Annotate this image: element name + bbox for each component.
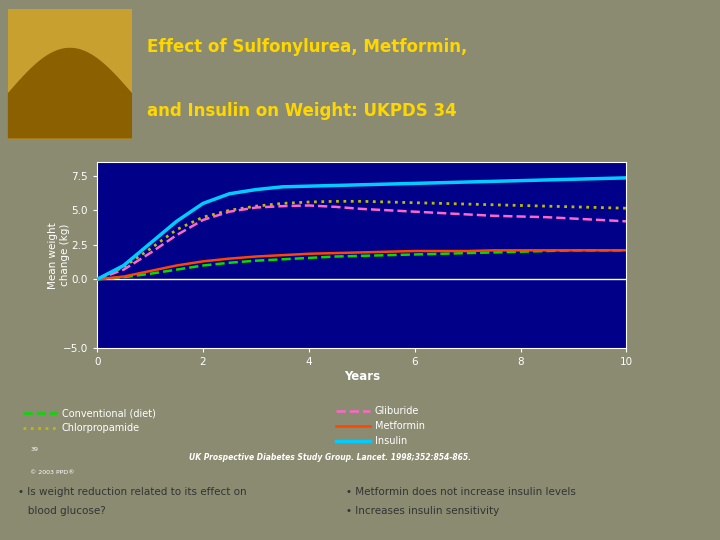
Text: © 2003 PPD®: © 2003 PPD® xyxy=(30,470,75,475)
Text: UK Prospective Diabetes Study Group. Lancet. 1998;352:854-865.: UK Prospective Diabetes Study Group. Lan… xyxy=(189,453,472,462)
Legend: Conventional (diet), Chlorpropamide: Conventional (diet), Chlorpropamide xyxy=(23,408,156,434)
Polygon shape xyxy=(8,48,132,139)
Bar xyxy=(8,9,132,139)
Text: blood glucose?: blood glucose? xyxy=(18,506,106,516)
Y-axis label: Mean weight
change (kg): Mean weight change (kg) xyxy=(48,222,70,288)
Text: • Is weight reduction related to its effect on: • Is weight reduction related to its eff… xyxy=(18,487,247,497)
Text: • Increases insulin sensitivity: • Increases insulin sensitivity xyxy=(346,506,499,516)
X-axis label: Years: Years xyxy=(343,370,380,383)
Text: Effect of Sulfonylurea, Metformin,: Effect of Sulfonylurea, Metformin, xyxy=(147,38,467,56)
Text: and Insulin on Weight: UKPDS 34: and Insulin on Weight: UKPDS 34 xyxy=(147,102,457,119)
Text: • Metformin does not increase insulin levels: • Metformin does not increase insulin le… xyxy=(346,487,575,497)
Legend: Gliburide, Metformin, Insulin: Gliburide, Metformin, Insulin xyxy=(336,407,425,446)
Text: 39: 39 xyxy=(30,447,38,452)
